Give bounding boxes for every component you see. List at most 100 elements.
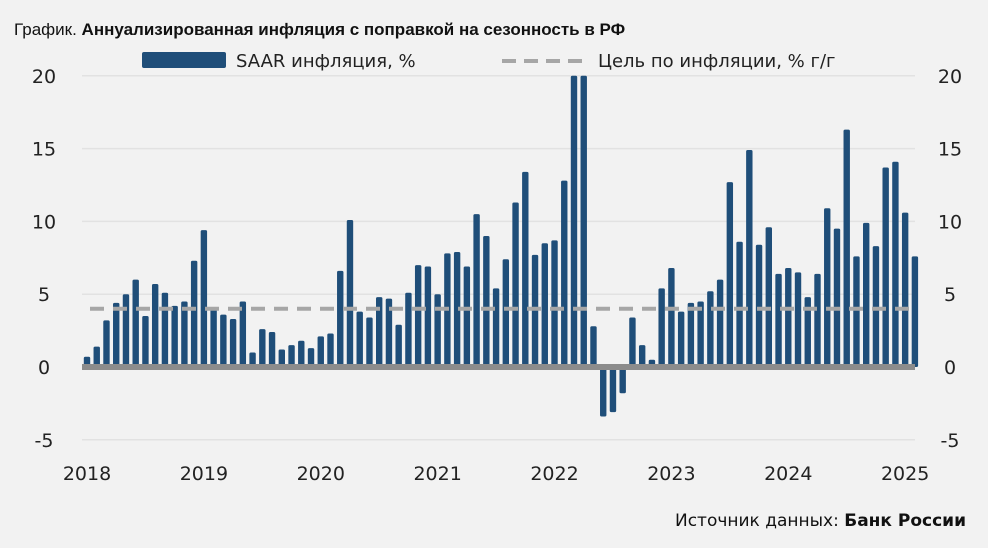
- bar: [405, 292, 412, 367]
- x-tick: 2021: [413, 463, 461, 485]
- x-tick: 2023: [647, 463, 695, 485]
- bar: [229, 318, 237, 367]
- bar: [278, 349, 285, 367]
- bar: [901, 212, 909, 367]
- bar: [707, 291, 714, 367]
- bar: [190, 260, 198, 367]
- bar: [132, 279, 139, 367]
- y-tick-left: 0: [38, 357, 50, 379]
- bar: [93, 346, 100, 367]
- bar: [775, 273, 782, 367]
- bar: [629, 317, 636, 367]
- legend-label-target: Цель по инфляции, % г/г: [598, 51, 835, 72]
- bar: [473, 214, 480, 367]
- y-tick-right: 0: [944, 357, 956, 379]
- bar: [366, 317, 373, 367]
- bar: [376, 297, 383, 367]
- bar: [453, 251, 461, 367]
- bar: [600, 367, 607, 417]
- y-tick-right: -5: [941, 430, 960, 452]
- bar: [892, 161, 899, 367]
- y-tick-right: 15: [938, 139, 962, 161]
- bar: [531, 254, 539, 367]
- bar: [570, 75, 578, 368]
- bar: [151, 284, 159, 367]
- bar: [551, 240, 558, 367]
- bar: [171, 305, 178, 367]
- bar: [755, 244, 763, 367]
- bar: [200, 230, 208, 367]
- bar: [239, 301, 247, 367]
- bar: [911, 256, 919, 367]
- bar: [210, 308, 217, 367]
- bar: [327, 333, 334, 367]
- title-text: Аннуализированная инфляция с поправкой н…: [81, 20, 626, 39]
- bar: [298, 340, 305, 367]
- bar: [483, 235, 490, 367]
- x-tick: 2020: [297, 463, 345, 485]
- bar: [337, 270, 344, 367]
- bar: [424, 266, 432, 367]
- bar: [268, 332, 276, 367]
- bar: [716, 279, 724, 367]
- bar: [824, 208, 831, 367]
- bar: [502, 259, 510, 367]
- bar: [414, 265, 422, 367]
- x-tick: 2025: [881, 463, 929, 485]
- bar: [259, 329, 266, 367]
- bar: [492, 288, 500, 367]
- bar: [522, 171, 529, 367]
- bar: [785, 267, 792, 367]
- y-tick-left: -5: [35, 430, 54, 452]
- y-tick-left: 20: [32, 66, 56, 88]
- bar: [463, 266, 471, 367]
- bar: [113, 302, 120, 367]
- bar: [794, 272, 802, 367]
- bar: [677, 311, 685, 367]
- chart-title: График. Аннуализированная инфляция с поп…: [14, 20, 625, 40]
- bar: [687, 302, 695, 367]
- bar: [658, 288, 665, 367]
- bar: [541, 243, 548, 367]
- bar: [395, 324, 402, 367]
- y-tick-right: 20: [938, 66, 962, 88]
- bar: [872, 246, 880, 367]
- bar: [863, 222, 870, 367]
- bar: [181, 301, 188, 367]
- bar: [512, 202, 519, 367]
- bar: [434, 294, 441, 367]
- bar: [814, 273, 821, 367]
- bar: [249, 352, 256, 367]
- title-prefix: График.: [14, 20, 77, 39]
- bar: [736, 241, 743, 367]
- bar: [853, 256, 860, 367]
- bar: [142, 316, 149, 367]
- bar: [122, 294, 130, 367]
- bar: [317, 336, 324, 367]
- x-tick: 2022: [530, 463, 578, 485]
- bar: [307, 348, 315, 367]
- bar: [697, 301, 704, 367]
- x-tick: 2019: [180, 463, 228, 485]
- legend-swatch-saar: [142, 52, 226, 68]
- bar: [843, 129, 850, 367]
- bar: [590, 326, 597, 367]
- y-tick-right: 10: [938, 211, 962, 233]
- bar: [833, 228, 841, 367]
- bar: [561, 180, 568, 367]
- source-label: Источник данных:: [674, 511, 839, 531]
- bar: [103, 320, 110, 367]
- legend: SAAR инфляция, % Цель по инфляции, % г/г: [142, 51, 835, 72]
- bar: [619, 367, 626, 394]
- bar: [580, 75, 587, 368]
- bar: [746, 150, 753, 367]
- x-tick: 2018: [63, 463, 111, 485]
- legend-label-saar: SAAR инфляция, %: [236, 51, 416, 72]
- y-tick-right: 5: [944, 284, 956, 306]
- y-tick-left: 10: [32, 211, 56, 233]
- bar: [220, 314, 227, 367]
- source-note: Источник данных: Банк России: [675, 511, 966, 531]
- bar: [638, 345, 646, 367]
- bar: [356, 311, 363, 367]
